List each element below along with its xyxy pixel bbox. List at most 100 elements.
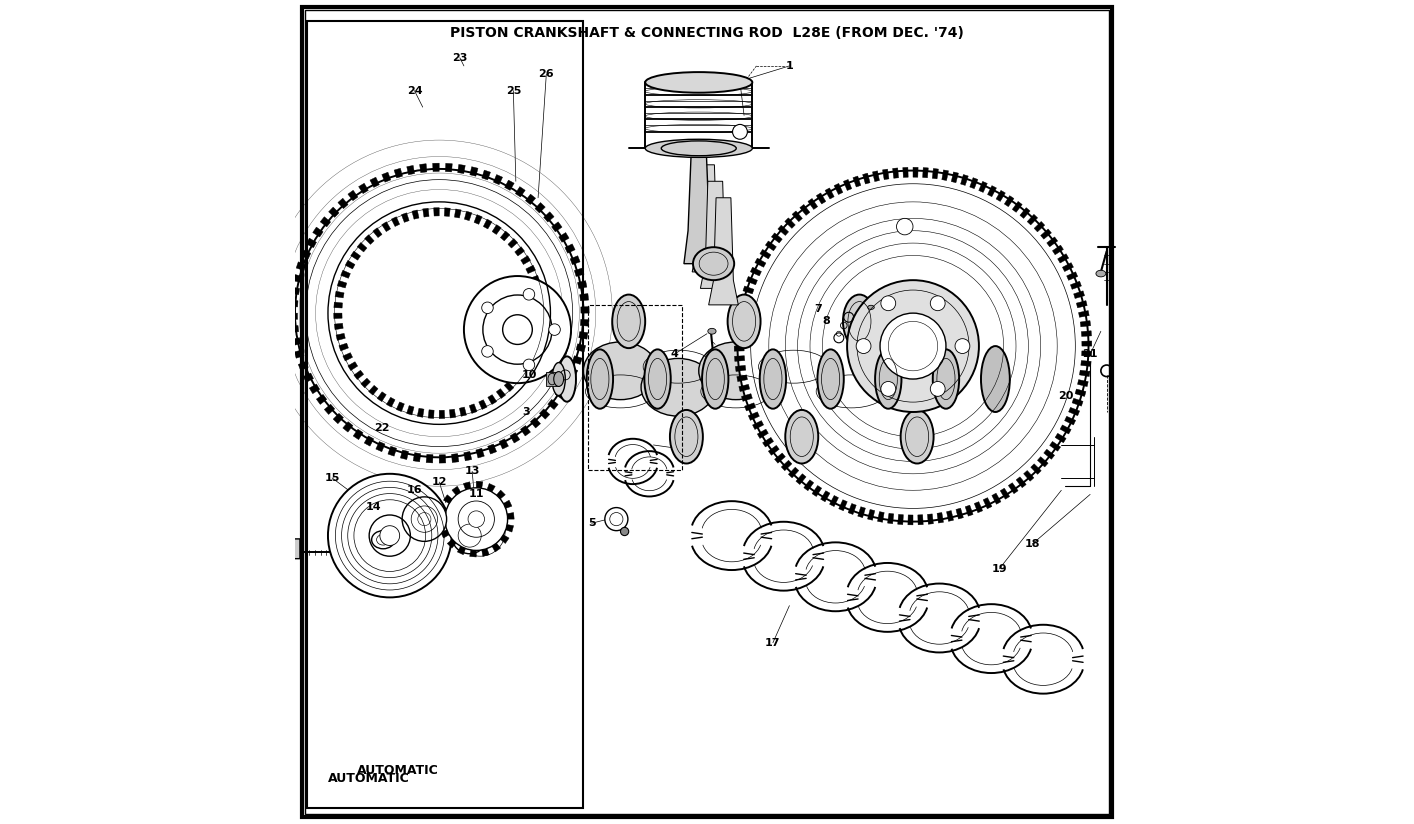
Circle shape xyxy=(621,527,629,536)
Polygon shape xyxy=(411,210,419,219)
Polygon shape xyxy=(526,265,536,274)
Circle shape xyxy=(738,171,1089,522)
Polygon shape xyxy=(942,170,949,180)
Polygon shape xyxy=(464,452,472,461)
Polygon shape xyxy=(294,350,304,358)
Polygon shape xyxy=(820,491,830,502)
Polygon shape xyxy=(580,320,590,326)
Polygon shape xyxy=(488,444,496,454)
Polygon shape xyxy=(987,185,997,197)
Polygon shape xyxy=(407,166,414,175)
Polygon shape xyxy=(782,461,792,471)
Polygon shape xyxy=(307,238,317,248)
Polygon shape xyxy=(1082,351,1092,356)
Polygon shape xyxy=(1031,464,1041,475)
Polygon shape xyxy=(512,374,522,384)
Polygon shape xyxy=(320,217,331,227)
Polygon shape xyxy=(469,166,478,176)
Polygon shape xyxy=(338,280,346,288)
Polygon shape xyxy=(561,378,573,388)
Text: 7: 7 xyxy=(814,304,822,314)
Ellipse shape xyxy=(901,410,933,463)
Polygon shape xyxy=(1055,433,1066,442)
Polygon shape xyxy=(834,184,843,194)
Polygon shape xyxy=(1012,201,1022,213)
Polygon shape xyxy=(816,193,826,204)
Polygon shape xyxy=(700,181,730,288)
Polygon shape xyxy=(751,267,761,276)
Polygon shape xyxy=(334,414,344,424)
Polygon shape xyxy=(735,365,745,372)
Polygon shape xyxy=(530,275,540,283)
Polygon shape xyxy=(868,509,875,520)
Polygon shape xyxy=(310,384,320,394)
Polygon shape xyxy=(684,148,714,264)
Text: AUTOMATIC: AUTOMATIC xyxy=(358,764,438,777)
Polygon shape xyxy=(1017,477,1027,488)
Polygon shape xyxy=(392,217,400,227)
Ellipse shape xyxy=(981,346,1010,412)
Polygon shape xyxy=(505,513,515,519)
Polygon shape xyxy=(1082,330,1092,336)
Polygon shape xyxy=(450,410,455,418)
Circle shape xyxy=(482,345,493,357)
Polygon shape xyxy=(853,176,861,187)
Polygon shape xyxy=(1041,229,1052,239)
Polygon shape xyxy=(345,260,355,269)
Text: 26: 26 xyxy=(539,69,554,79)
Polygon shape xyxy=(892,168,898,178)
Ellipse shape xyxy=(670,410,703,463)
Polygon shape xyxy=(807,199,817,209)
Polygon shape xyxy=(342,422,354,432)
Polygon shape xyxy=(898,514,904,525)
Ellipse shape xyxy=(584,342,658,400)
Polygon shape xyxy=(481,546,489,556)
Polygon shape xyxy=(438,519,448,526)
Polygon shape xyxy=(755,258,766,267)
Polygon shape xyxy=(577,281,587,288)
Polygon shape xyxy=(1046,236,1058,247)
Polygon shape xyxy=(1076,301,1087,308)
Ellipse shape xyxy=(1096,270,1106,277)
Polygon shape xyxy=(400,450,409,460)
Polygon shape xyxy=(505,180,515,190)
Polygon shape xyxy=(888,513,894,524)
Polygon shape xyxy=(559,232,568,242)
Ellipse shape xyxy=(817,349,844,409)
Circle shape xyxy=(896,218,913,235)
Polygon shape xyxy=(365,436,373,446)
Circle shape xyxy=(880,313,946,379)
Polygon shape xyxy=(983,498,991,508)
Polygon shape xyxy=(460,407,467,416)
Circle shape xyxy=(402,497,447,541)
Text: 10: 10 xyxy=(522,370,537,380)
Polygon shape xyxy=(495,490,505,501)
Polygon shape xyxy=(469,547,477,557)
Polygon shape xyxy=(566,244,575,253)
Ellipse shape xyxy=(645,139,752,157)
Text: 23: 23 xyxy=(452,53,468,63)
Ellipse shape xyxy=(872,358,946,416)
Text: 20: 20 xyxy=(1058,391,1073,400)
Polygon shape xyxy=(534,203,546,213)
Polygon shape xyxy=(440,410,445,419)
Polygon shape xyxy=(574,268,584,276)
Polygon shape xyxy=(785,218,795,228)
Polygon shape xyxy=(960,175,969,185)
Polygon shape xyxy=(1079,311,1089,317)
Polygon shape xyxy=(863,173,870,184)
Polygon shape xyxy=(567,368,578,377)
Polygon shape xyxy=(433,163,440,171)
Polygon shape xyxy=(1079,370,1090,377)
Polygon shape xyxy=(477,481,482,491)
Ellipse shape xyxy=(785,410,819,463)
Ellipse shape xyxy=(645,349,670,409)
Ellipse shape xyxy=(843,294,875,348)
Polygon shape xyxy=(486,484,495,494)
Polygon shape xyxy=(762,438,773,447)
Polygon shape xyxy=(536,307,544,313)
Polygon shape xyxy=(441,529,451,538)
Polygon shape xyxy=(444,208,450,217)
Polygon shape xyxy=(520,255,530,265)
Polygon shape xyxy=(499,439,509,449)
